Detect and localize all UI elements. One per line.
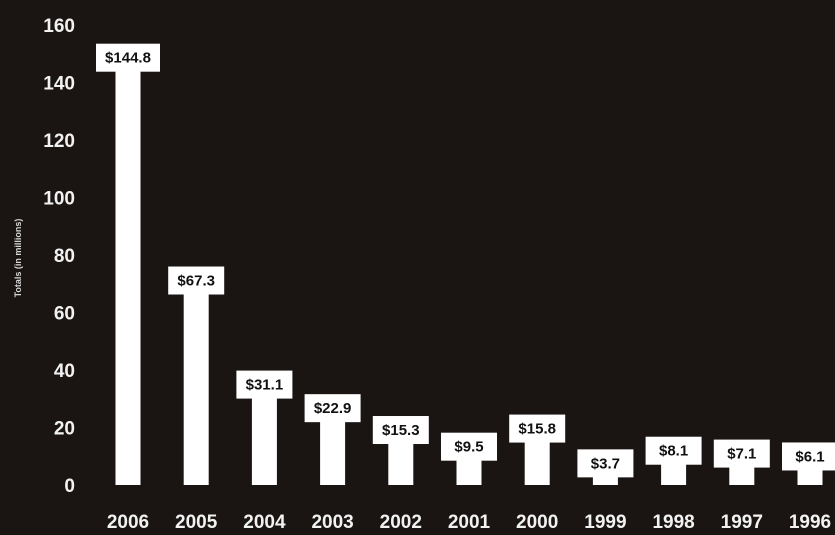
bar (320, 419, 346, 485)
y-tick-label: 0 (64, 476, 75, 497)
x-tick-label: 1997 (721, 512, 763, 533)
x-tick-label: 1999 (584, 512, 626, 533)
x-tick-label: 2000 (516, 512, 558, 533)
data-label: $9.5 (454, 439, 483, 456)
data-label: $8.1 (659, 443, 688, 460)
data-label: $22.9 (314, 400, 352, 417)
data-label-box (441, 432, 497, 461)
x-axis-ticks: 2006 2005 2004 2003 2002 2001 2000 1999 1998 1997… (107, 512, 831, 533)
data-label-box (645, 436, 702, 465)
y-tick-label: 100 (43, 189, 75, 210)
y-tick-label: 120 (43, 131, 75, 152)
y-tick-label: 140 (43, 74, 75, 95)
x-tick-label: 2003 (311, 512, 353, 533)
data-label-box (236, 370, 293, 399)
x-tick-label: 2001 (448, 512, 491, 533)
y-axis-label: Totals (in millions) (13, 219, 23, 298)
data-label-box (782, 442, 835, 471)
data-label: $67.3 (177, 273, 215, 290)
y-tick-label: 160 (43, 16, 75, 37)
y-tick-label: 80 (54, 246, 75, 267)
data-label: $15.3 (382, 422, 420, 439)
data-label: $3.7 (591, 455, 620, 472)
data-label: $31.1 (246, 377, 284, 394)
bar (456, 457, 482, 485)
x-tick-label: 1998 (652, 512, 694, 533)
data-label: $6.1 (795, 448, 824, 465)
data-label-box (96, 43, 160, 72)
x-tick-label: 2005 (175, 512, 218, 533)
data-label: $144.8 (105, 50, 151, 67)
bar (115, 68, 141, 485)
data-label-box (372, 416, 429, 445)
y-axis-ticks: 0 20 40 60 80 100 120 140 160 (43, 16, 75, 497)
data-label-box (168, 266, 225, 295)
bars: $144.8 $67.3 $31.1 $22.9 $15.3 $9.5 $15.8 $3.7 $… (96, 43, 835, 485)
bar (797, 467, 823, 485)
data-label: $15.8 (518, 421, 556, 438)
data-label-box (304, 394, 361, 423)
bar (183, 291, 209, 485)
data-label: $7.1 (727, 446, 756, 463)
bar (592, 474, 618, 485)
y-tick-label: 20 (54, 419, 75, 440)
x-tick-label: 2004 (243, 512, 286, 533)
x-tick-label: 2002 (380, 512, 422, 533)
bar (388, 441, 414, 485)
bar (729, 464, 755, 485)
data-label-box (577, 449, 634, 478)
y-tick-label: 60 (54, 304, 75, 325)
x-tick-label: 2006 (107, 512, 149, 533)
bar (524, 439, 550, 485)
y-tick-label: 40 (54, 361, 75, 382)
x-tick-label: 1996 (789, 512, 831, 533)
bar (251, 395, 277, 485)
bar (661, 461, 687, 485)
data-label-box (509, 414, 566, 443)
data-label-box (713, 439, 770, 468)
